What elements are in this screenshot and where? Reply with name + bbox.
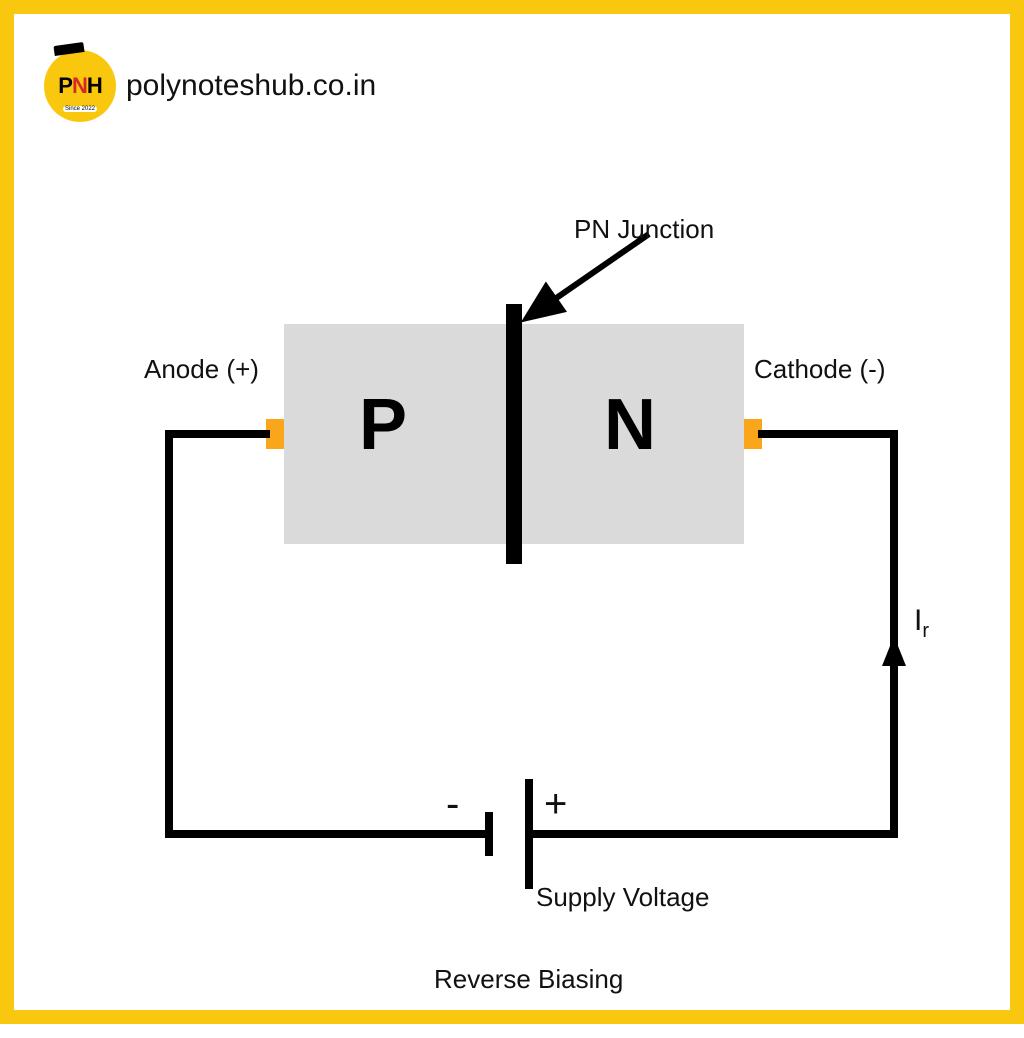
n-region-letter: N — [604, 384, 656, 466]
current-arrow-icon — [882, 636, 906, 666]
outer-frame: PNH Since 2022 polynoteshub.co.in — [0, 0, 1024, 1024]
junction-arrow-icon — [527, 234, 649, 318]
battery-plus-sign: + — [544, 782, 567, 827]
cathode-label: Cathode (-) — [754, 354, 886, 385]
pn-junction-label: PN Junction — [574, 214, 714, 245]
junction-bar — [506, 304, 522, 564]
circuit-canvas — [14, 14, 1024, 1038]
p-region-letter: P — [359, 384, 407, 466]
current-label: Ir — [914, 604, 929, 643]
diagram-title: Reverse Biasing — [434, 964, 623, 995]
battery-minus-sign: - — [446, 782, 459, 827]
supply-voltage-label: Supply Voltage — [536, 882, 709, 913]
current-subscript: r — [922, 620, 929, 642]
anode-label: Anode (+) — [144, 354, 259, 385]
